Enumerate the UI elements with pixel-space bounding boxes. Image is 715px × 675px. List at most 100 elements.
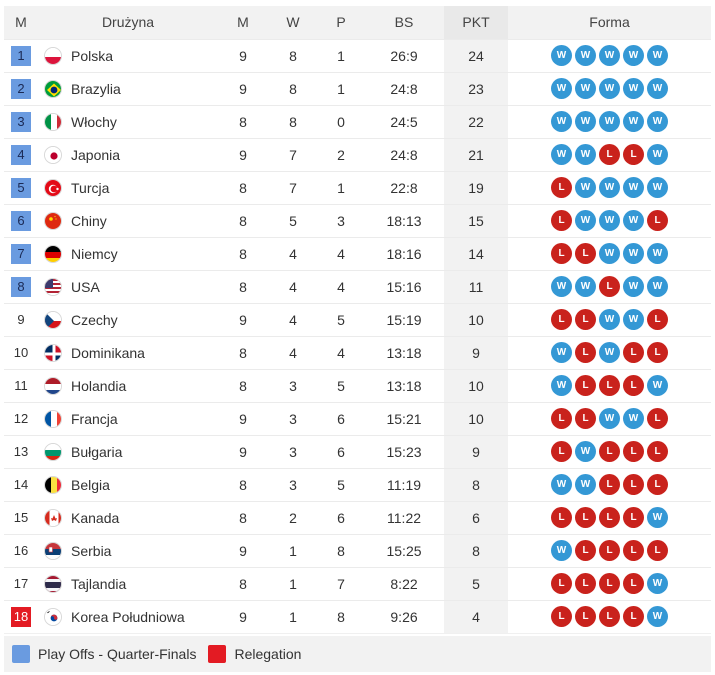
form-result-win[interactable]: W <box>575 210 597 231</box>
form-result-win[interactable]: W <box>647 276 669 297</box>
form-result-win[interactable]: W <box>623 210 645 231</box>
form-result-loss[interactable]: L <box>575 243 597 264</box>
team-name[interactable]: Japonia <box>68 137 219 171</box>
form-result-win[interactable]: W <box>551 474 573 495</box>
form-result-win[interactable]: W <box>551 342 573 363</box>
form-result-win[interactable]: W <box>551 78 573 99</box>
form-result-win[interactable]: W <box>599 210 621 231</box>
form-result-win[interactable]: W <box>647 243 669 264</box>
form-result-loss[interactable]: L <box>551 309 573 330</box>
form-result-win[interactable]: W <box>647 45 669 66</box>
form-result-loss[interactable]: L <box>575 342 597 363</box>
team-name[interactable]: Niemcy <box>68 236 219 270</box>
form-result-loss[interactable]: L <box>599 276 621 297</box>
form-result-win[interactable]: W <box>575 111 597 132</box>
form-result-win[interactable]: W <box>551 45 573 66</box>
form-result-loss[interactable]: L <box>623 474 645 495</box>
form-result-loss[interactable]: L <box>647 210 669 231</box>
form-result-win[interactable]: W <box>599 177 621 198</box>
form-result-loss[interactable]: L <box>647 441 669 462</box>
team-name[interactable]: Serbia <box>68 533 219 567</box>
form-result-win[interactable]: W <box>551 144 573 165</box>
form-result-win[interactable]: W <box>647 375 669 396</box>
form-result-win[interactable]: W <box>599 342 621 363</box>
form-result-loss[interactable]: L <box>623 540 645 561</box>
form-result-win[interactable]: W <box>647 177 669 198</box>
form-result-loss[interactable]: L <box>623 573 645 594</box>
form-result-win[interactable]: W <box>623 177 645 198</box>
form-result-loss[interactable]: L <box>575 573 597 594</box>
team-name[interactable]: Korea Południowa <box>68 599 219 633</box>
form-result-win[interactable]: W <box>575 144 597 165</box>
form-result-win[interactable]: W <box>575 474 597 495</box>
form-result-loss[interactable]: L <box>623 144 645 165</box>
form-result-win[interactable]: W <box>623 276 645 297</box>
team-name[interactable]: Kanada <box>68 500 219 534</box>
form-result-win[interactable]: W <box>551 276 573 297</box>
form-result-win[interactable]: W <box>599 78 621 99</box>
form-result-loss[interactable]: L <box>647 309 669 330</box>
form-result-win[interactable]: W <box>647 111 669 132</box>
form-result-win[interactable]: W <box>575 78 597 99</box>
form-result-win[interactable]: W <box>551 540 573 561</box>
form-result-loss[interactable]: L <box>599 474 621 495</box>
team-name[interactable]: Dominikana <box>68 335 219 369</box>
form-result-win[interactable]: W <box>647 507 669 528</box>
form-result-loss[interactable]: L <box>551 210 573 231</box>
form-result-loss[interactable]: L <box>551 441 573 462</box>
header-sets[interactable]: BS <box>364 6 445 39</box>
form-result-loss[interactable]: L <box>551 177 573 198</box>
form-result-win[interactable]: W <box>623 309 645 330</box>
header-played[interactable]: M <box>218 6 269 39</box>
team-name[interactable]: Bułgaria <box>68 434 219 468</box>
form-result-win[interactable]: W <box>575 45 597 66</box>
team-name[interactable]: Holandia <box>68 368 219 402</box>
form-result-loss[interactable]: L <box>623 507 645 528</box>
form-result-loss[interactable]: L <box>623 375 645 396</box>
header-won[interactable]: W <box>268 6 319 39</box>
form-result-win[interactable]: W <box>599 309 621 330</box>
form-result-loss[interactable]: L <box>599 144 621 165</box>
form-result-loss[interactable]: L <box>623 441 645 462</box>
header-team[interactable]: Drużyna <box>38 6 219 39</box>
form-result-win[interactable]: W <box>647 144 669 165</box>
form-result-loss[interactable]: L <box>551 573 573 594</box>
form-result-loss[interactable]: L <box>575 507 597 528</box>
form-result-loss[interactable]: L <box>647 474 669 495</box>
team-name[interactable]: USA <box>68 269 219 303</box>
form-result-loss[interactable]: L <box>575 408 597 429</box>
form-result-loss[interactable]: L <box>575 375 597 396</box>
form-result-win[interactable]: W <box>551 375 573 396</box>
form-result-loss[interactable]: L <box>599 540 621 561</box>
form-result-loss[interactable]: L <box>551 408 573 429</box>
form-result-loss[interactable]: L <box>575 309 597 330</box>
form-result-win[interactable]: W <box>647 573 669 594</box>
form-result-loss[interactable]: L <box>575 606 597 627</box>
form-result-win[interactable]: W <box>623 243 645 264</box>
header-points[interactable]: PKT <box>444 6 509 39</box>
form-result-win[interactable]: W <box>647 606 669 627</box>
form-result-win[interactable]: W <box>623 45 645 66</box>
form-result-loss[interactable]: L <box>647 342 669 363</box>
header-lost[interactable]: P <box>318 6 365 39</box>
form-result-win[interactable]: W <box>575 441 597 462</box>
form-result-loss[interactable]: L <box>575 540 597 561</box>
form-result-loss[interactable]: L <box>551 606 573 627</box>
form-result-loss[interactable]: L <box>647 540 669 561</box>
form-result-win[interactable]: W <box>599 243 621 264</box>
form-result-win[interactable]: W <box>623 78 645 99</box>
